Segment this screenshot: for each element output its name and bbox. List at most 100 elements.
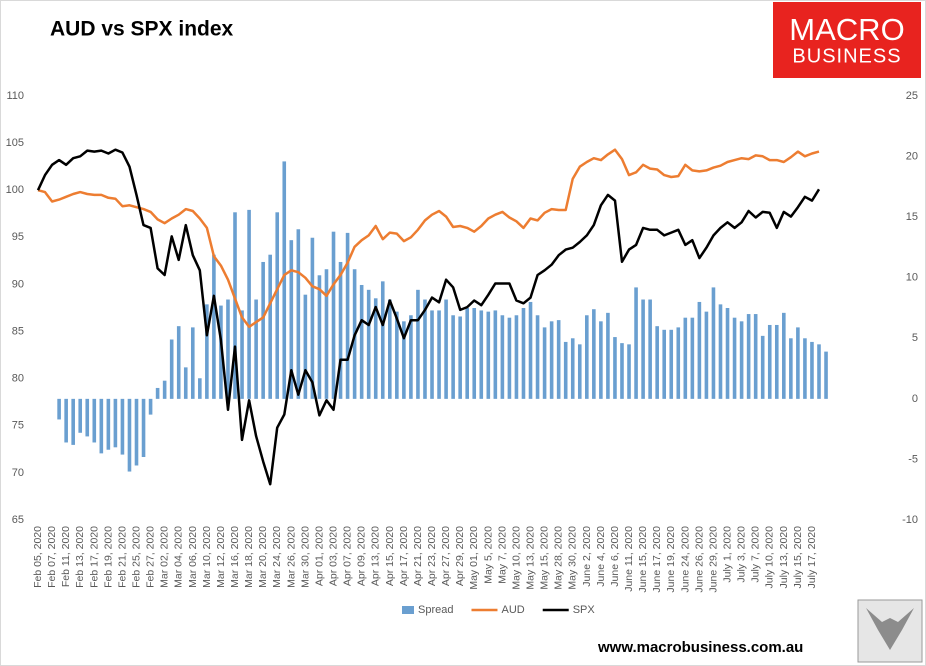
bar xyxy=(690,317,695,399)
bar xyxy=(289,240,294,399)
bar xyxy=(592,309,596,399)
x-tick-label: June 4, 2020 xyxy=(595,526,607,587)
bar xyxy=(183,367,188,399)
bar xyxy=(148,398,153,415)
bar xyxy=(430,310,434,399)
x-tick-label: June 19, 2020 xyxy=(665,526,677,593)
x-tick-label: Mar 10, 2020 xyxy=(201,526,213,588)
bar xyxy=(803,338,807,399)
bar xyxy=(606,312,610,399)
y-tick-label: 80 xyxy=(12,373,24,385)
x-tick-label: July 15, 2020 xyxy=(792,526,804,589)
x-tick-label: May 15, 2020 xyxy=(539,526,551,590)
bar xyxy=(324,269,329,399)
y-tick-label: 70 xyxy=(12,467,24,479)
bar xyxy=(317,275,322,399)
bar xyxy=(85,398,90,437)
bar xyxy=(746,314,751,399)
bar xyxy=(254,299,258,399)
bar xyxy=(169,339,174,399)
bar xyxy=(275,212,280,399)
x-tick-label: Feb 27, 2020 xyxy=(145,526,157,588)
bar xyxy=(134,398,139,466)
bar xyxy=(120,398,125,455)
y2-tick-label: -10 xyxy=(902,514,918,526)
bar xyxy=(240,310,244,399)
bar xyxy=(817,344,821,399)
bar xyxy=(162,380,167,399)
logo-text: MACRO xyxy=(789,12,904,47)
x-tick-label: Apr 03, 2020 xyxy=(328,526,340,586)
bar xyxy=(472,308,477,399)
x-tick-label: Apr 15, 2020 xyxy=(384,526,396,586)
bar xyxy=(718,304,723,399)
x-tick-label: Mar 26, 2020 xyxy=(285,526,297,588)
bar xyxy=(71,398,75,445)
x-tick-label: Apr 17, 2020 xyxy=(398,526,410,586)
bar xyxy=(528,301,533,399)
bar xyxy=(416,289,420,399)
x-tick-label: June 2, 2020 xyxy=(581,526,593,587)
bar xyxy=(556,320,561,399)
bar xyxy=(535,315,540,399)
logo-text: BUSINESS xyxy=(792,45,901,67)
bar xyxy=(507,317,512,399)
bar xyxy=(655,326,659,399)
bar xyxy=(810,341,814,399)
x-tick-label: Apr 01, 2020 xyxy=(313,526,325,586)
x-tick-label: June 11, 2020 xyxy=(623,526,635,592)
x-tick-label: June 6, 2020 xyxy=(609,526,621,587)
bar xyxy=(676,327,681,399)
y-tick-label: 95 xyxy=(12,231,24,243)
bar xyxy=(226,299,230,399)
legend-label: Spread xyxy=(418,604,453,616)
x-tick-label: Feb 05, 2020 xyxy=(32,526,44,588)
bar xyxy=(92,398,97,443)
line xyxy=(36,148,821,486)
x-tick-label: May 5, 2020 xyxy=(482,526,494,584)
x-tick-label: Mar 30, 2020 xyxy=(299,526,311,588)
bar xyxy=(585,315,589,399)
bar xyxy=(782,312,786,399)
x-tick-label: Mar 24, 2020 xyxy=(271,526,283,588)
bar xyxy=(331,231,336,399)
bar xyxy=(458,316,462,399)
bar xyxy=(437,310,441,399)
bar xyxy=(409,315,413,399)
bar xyxy=(486,311,491,399)
x-tick-label: May 28, 2020 xyxy=(553,526,565,590)
x-tick-label: Feb 17, 2020 xyxy=(88,526,100,588)
y2-tick-label: -5 xyxy=(908,453,918,465)
bar xyxy=(338,261,343,399)
bar xyxy=(824,351,828,399)
legend-label: SPX xyxy=(573,604,596,616)
y2-tick-label: 10 xyxy=(906,272,918,284)
bar xyxy=(296,229,301,399)
x-tick-label: July 13, 2020 xyxy=(778,526,790,589)
source: www.macrobusiness.com.au xyxy=(597,639,803,656)
bar xyxy=(732,317,737,399)
x-tick-label: June 24, 2020 xyxy=(679,526,691,593)
bar xyxy=(198,378,202,399)
legend-label: AUD xyxy=(501,604,524,616)
bar xyxy=(563,341,568,399)
x-tick-label: Feb 25, 2020 xyxy=(131,526,143,588)
x-tick-label: Feb 13, 2020 xyxy=(74,526,86,588)
bar xyxy=(106,398,111,450)
bar xyxy=(127,398,132,472)
bar xyxy=(613,337,617,399)
x-tick-label: Apr 21, 2020 xyxy=(412,526,424,586)
bar xyxy=(303,294,308,399)
x-tick-label: May 30, 2020 xyxy=(567,526,579,590)
bar xyxy=(261,261,265,399)
y-tick-label: 85 xyxy=(12,325,24,337)
bar xyxy=(205,304,209,399)
bar xyxy=(599,321,603,399)
x-tick-label: May 7, 2020 xyxy=(496,526,508,584)
bar xyxy=(725,308,730,399)
x-tick-label: Feb 11, 2020 xyxy=(60,526,72,587)
x-tick-label: Apr 27, 2020 xyxy=(440,526,452,586)
x-tick-label: June 29, 2020 xyxy=(707,526,719,593)
bar xyxy=(704,311,709,399)
